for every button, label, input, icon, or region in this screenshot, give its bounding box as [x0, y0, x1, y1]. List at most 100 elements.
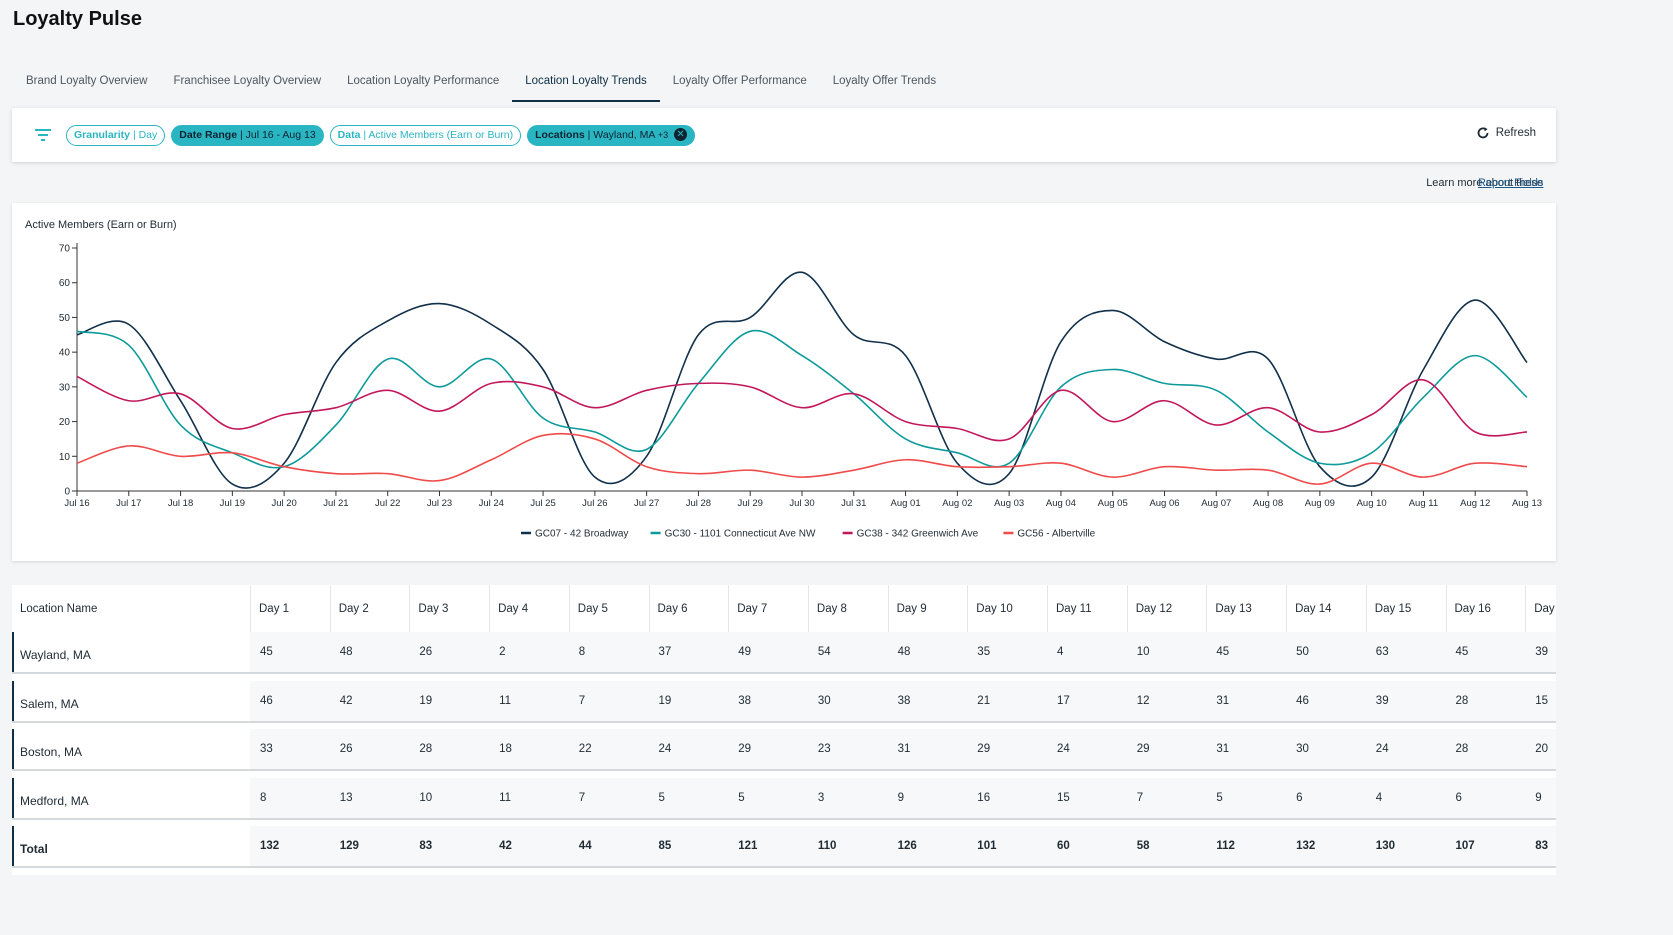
trend-line-chart: Active Members (Earn or Burn) 0 10 20 30 40 50…: [25, 219, 1542, 540]
x-tick-label: Jul 21: [323, 498, 348, 509]
table-cell: 129: [339, 840, 359, 852]
chip-key: Data: [337, 129, 361, 141]
x-tick-label: Aug 03: [994, 498, 1024, 509]
table-cell: 85: [658, 840, 672, 852]
legend-label: GC38 - 342 Greenwich Ave: [857, 529, 979, 540]
column-header[interactable]: Day 15: [1365, 585, 1446, 632]
trend-chart-card: Active Members (Earn or Burn) 0 10 20 30 40 50…: [12, 203, 1556, 561]
table-cell: 21: [977, 694, 991, 707]
column-header[interactable]: Day 10: [967, 585, 1047, 632]
table-cell: 63: [1375, 646, 1389, 658]
column-header[interactable]: Day 14: [1286, 585, 1366, 632]
table-row: Wayland, MA 45 48 26 2 8 37 49 54 48 35 4 10 45 50 63 45…: [12, 632, 1556, 674]
x-tick-label: Jul 20: [271, 498, 296, 509]
table-cell: 130: [1375, 840, 1395, 852]
filter-chip-data[interactable]: Data | Active Members (Earn or Burn): [329, 125, 522, 146]
table-row: Boston, MA 33 26 28 18 22 24 29 23 31 29 24 29 31 30 24…: [12, 729, 1556, 771]
tab-location-loyalty-trends[interactable]: Location Loyalty Trends: [512, 66, 660, 102]
refresh-button[interactable]: Refresh: [1476, 126, 1536, 140]
x-tick-label: Jul 26: [582, 498, 607, 509]
column-header[interactable]: Day 13: [1206, 585, 1286, 632]
table-cell: 45: [1455, 646, 1469, 658]
table-cell: 2: [499, 646, 506, 658]
table-cell: 126: [897, 840, 917, 852]
x-tick-label: Aug 13: [1512, 498, 1542, 509]
column-header-location-name[interactable]: Location Name: [20, 603, 98, 615]
table-cell: 10: [1136, 646, 1150, 658]
column-header[interactable]: Day 16: [1445, 585, 1526, 632]
legend-label: GC30 - 1101 Connecticut Ave NW: [665, 529, 816, 540]
column-header[interactable]: Day 3: [409, 585, 489, 632]
table-cell: 46: [1296, 694, 1309, 707]
table-cell: 23: [817, 743, 831, 755]
column-header[interactable]: Day 9: [887, 585, 968, 632]
table-cell: 48: [339, 646, 353, 658]
chip-remove-icon[interactable]: ✕: [674, 127, 688, 141]
table-cell: 31: [1216, 743, 1230, 755]
filter-icon[interactable]: [34, 127, 52, 143]
series-line-0: [76, 271, 1528, 489]
x-tick-label: Aug 08: [1253, 498, 1283, 509]
table-cell: 29: [1136, 743, 1150, 755]
tab-loyalty-offer-trends[interactable]: Loyalty Offer Trends: [832, 75, 937, 87]
x-tick-label: Jul 19: [220, 498, 245, 509]
filter-bar: Granularity | Day Date Range | Jul 16 - A…: [12, 108, 1556, 162]
refresh-icon: [1477, 127, 1489, 139]
y-axis-label: Active Members (Earn or Burn): [25, 219, 177, 231]
column-header[interactable]: Day 7: [728, 585, 808, 632]
location-trends-table: Location Name Day 1 Day 2 Day 3 Day 4 Day 5 Da…: [12, 585, 1556, 875]
table-cell: 10: [419, 791, 433, 804]
chip-extra-count: +3: [655, 130, 669, 140]
y-tick-label: 30: [59, 382, 71, 393]
tab-franchisee-loyalty-overview[interactable]: Franchisee Loyalty Overview: [173, 75, 322, 87]
table-cell: 30: [1296, 743, 1309, 755]
x-tick-label: Jul 17: [116, 498, 141, 509]
table-cell: 28: [1455, 694, 1469, 707]
table-cell: 49: [738, 646, 751, 658]
table-cell: 37: [658, 646, 672, 658]
table-cell: 16: [977, 791, 991, 804]
column-header[interactable]: Day 8: [807, 585, 888, 632]
location-name-cell: Boston, MA: [12, 729, 250, 769]
table-cell: 6: [1455, 791, 1462, 804]
table-cell: 31: [897, 743, 911, 755]
table-cell: 28: [1455, 743, 1469, 755]
report-fields-link[interactable]: Report Fields: [1478, 177, 1544, 189]
tab-brand-loyalty-overview[interactable]: Brand Loyalty Overview: [26, 75, 148, 87]
x-tick-label: Jul 23: [427, 498, 452, 509]
table-row: Salem, MA 46 42 19 11 7 19 38 30 38 21 17 12 31 46 39 28…: [12, 680, 1556, 723]
series-line-3: [76, 432, 1528, 485]
column-header[interactable]: Day 11: [1047, 585, 1127, 632]
column-header[interactable]: Day: [1525, 585, 1556, 632]
column-header[interactable]: Day 1: [250, 585, 330, 632]
column-header[interactable]: Day 6: [648, 585, 729, 632]
tab-loyalty-offer-performance[interactable]: Loyalty Offer Performance: [672, 75, 807, 87]
table-cell: 39: [1535, 646, 1548, 658]
table-cell: 5: [738, 791, 745, 804]
table-cell: 46: [260, 694, 273, 707]
x-tick-label: Aug 04: [1046, 498, 1076, 509]
table-cell: 121: [738, 840, 758, 852]
filter-chips: Granularity | Day Date Range | Jul 16 - A…: [66, 125, 696, 146]
column-header[interactable]: Day 12: [1126, 585, 1207, 632]
column-header[interactable]: Day 4: [489, 585, 569, 632]
table-cell: 101: [977, 840, 997, 852]
table-cell: 42: [339, 694, 353, 707]
y-tick-label: 10: [59, 452, 71, 463]
tab-location-loyalty-performance[interactable]: Location Loyalty Performance: [347, 75, 500, 87]
table-cell: 50: [1296, 646, 1309, 658]
x-tick-label: Jul 29: [738, 498, 763, 509]
filter-chip-locations[interactable]: Locations | Wayland, MA +3 ✕: [527, 125, 696, 146]
column-header[interactable]: Day 2: [329, 585, 410, 632]
chip-value: Active Members (Earn or Burn): [368, 129, 514, 141]
column-header[interactable]: Day 5: [568, 585, 649, 632]
filter-chip-granularity[interactable]: Granularity | Day: [66, 125, 166, 146]
chip-separator: |: [584, 129, 594, 141]
x-tick-label: Jul 28: [686, 498, 711, 509]
x-tick-label: Jul 30: [789, 498, 814, 509]
location-name-cell: Salem, MA: [12, 680, 250, 721]
table-cell: 31: [1216, 694, 1230, 707]
x-tick-label: Aug 06: [1149, 498, 1179, 509]
table-cell: 3: [817, 791, 825, 804]
filter-chip-date-range[interactable]: Date Range | Jul 16 - Aug 13: [171, 125, 324, 146]
